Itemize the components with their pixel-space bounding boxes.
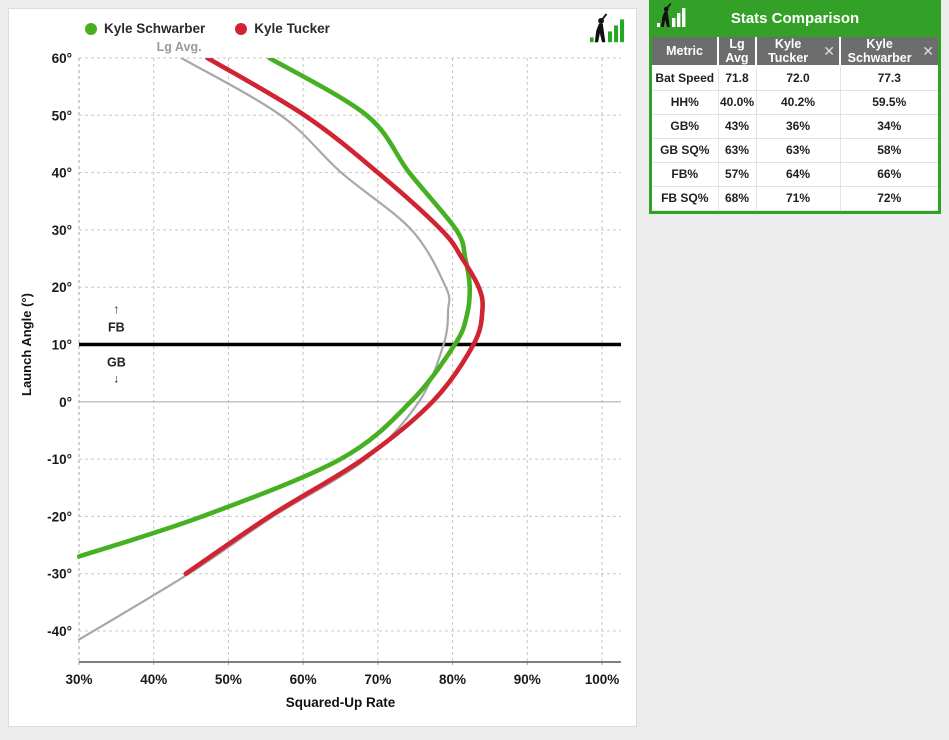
y-tick-label: 20° [52, 280, 72, 295]
metric-value-cell: 57% [717, 161, 757, 187]
y-axis-title: Launch Angle (°) [19, 293, 34, 396]
metric-value-cell: 72% [839, 185, 938, 211]
metric-value-cell: 63% [717, 137, 757, 163]
legend-item-kyle-schwarber[interactable]: Kyle Schwarber [85, 21, 205, 36]
chart-legend: Kyle Schwarber Kyle Tucker [85, 21, 330, 36]
metric-value-cell: 63% [755, 137, 841, 163]
x-tick-label: 50% [215, 672, 242, 687]
annotation-: ↑ [113, 302, 119, 316]
metric-name-cell: FB SQ% [652, 185, 719, 211]
metric-value-cell: 40.2% [755, 89, 841, 115]
metric-name-cell: GB SQ% [652, 137, 719, 163]
x-tick-label: 60% [290, 672, 317, 687]
y-tick-label: 0° [59, 395, 72, 410]
column-header-label: Kyle Schwarber [847, 37, 912, 65]
launch-angle-chart: 30% 40% 50% 60% 70% 80% 90% 100% 60° 50° 40° 30° 20°… [19, 40, 621, 710]
y-tick-label: -40° [47, 624, 72, 639]
metric-name-cell: FB% [652, 161, 719, 187]
column-header-label: Kyle Tucker [768, 37, 809, 65]
y-tick-label: -10° [47, 452, 72, 467]
metric-value-cell: 34% [839, 113, 938, 139]
remove-player-close-icon[interactable]: ✕ [823, 43, 835, 59]
stats-panel-header: Stats Comparison [652, 0, 938, 37]
stats-table: Metric Lg Avg Kyle Tucker ✕ Kyle Schwarber ✕ … [652, 37, 938, 211]
legend-dot-icon [85, 22, 97, 35]
y-tick-label: -20° [47, 509, 72, 524]
metric-value-cell: 66% [839, 161, 938, 187]
x-tick-label: 40% [140, 672, 167, 687]
legend-item-kyle-tucker[interactable]: Kyle Tucker [235, 21, 330, 36]
series-line-kyle-schwarber[interactable] [77, 58, 473, 559]
x-tick-label: 80% [439, 672, 466, 687]
metric-value-cell: 43% [717, 113, 757, 139]
stats-row-fb-sq-: FB SQ% 68% 71% 72% [652, 185, 938, 211]
x-tick-label: 70% [364, 672, 391, 687]
y-tick-label: -30° [47, 567, 72, 582]
batter-with-bars-logo-icon [590, 13, 626, 50]
x-tick-label: 30% [65, 672, 92, 687]
x-tick-label: 90% [514, 672, 541, 687]
column-header-label: Metric [666, 44, 703, 58]
y-tick-label: 50° [52, 108, 72, 123]
metric-value-cell: 72.0 [755, 65, 841, 91]
remove-player-close-icon[interactable]: ✕ [922, 43, 934, 59]
metric-value-cell: 71% [755, 185, 841, 211]
metric-value-cell: 68% [717, 185, 757, 211]
stats-row-bat-speed: Bat Speed 71.8 72.0 77.3 [652, 65, 938, 91]
metric-name-cell: Bat Speed [652, 65, 719, 91]
annotation-gb: GB [107, 355, 126, 369]
x-tick-label: 100% [585, 672, 620, 687]
batter-with-bars-panel-icon [657, 2, 687, 34]
metric-value-cell: 77.3 [839, 65, 938, 91]
metric-name-cell: HH% [652, 89, 719, 115]
column-header-metric: Metric [652, 37, 718, 67]
stats-row-gb-: GB% 43% 36% 34% [652, 113, 938, 139]
y-tick-label: 40° [52, 166, 72, 181]
series-line-lg-avg-[interactable] [77, 58, 451, 641]
annotation-lgavg: Lg Avg. [157, 40, 202, 54]
metric-value-cell: 71.8 [717, 65, 757, 91]
stats-row-fb-: FB% 57% 64% 66% [652, 161, 938, 187]
stats-row-hh-: HH% 40.0% 40.2% 59.5% [652, 89, 938, 115]
metric-value-cell: 64% [755, 161, 841, 187]
annotation-: ↓ [113, 371, 119, 385]
metric-value-cell: 59.5% [839, 89, 938, 115]
x-axis-title: Squared-Up Rate [286, 695, 396, 710]
column-header-kyle-schwarber: Kyle Schwarber ✕ [839, 37, 938, 67]
y-tick-label: 60° [52, 51, 72, 66]
y-tick-label: 30° [52, 223, 72, 238]
stats-comparison-panel: Stats Comparison Metric Lg Avg Kyle Tucker… [649, 0, 941, 214]
legend-label: Kyle Tucker [254, 21, 330, 36]
metric-value-cell: 58% [839, 137, 938, 163]
stats-panel-title: Stats Comparison [730, 10, 860, 27]
metric-value-cell: 36% [755, 113, 841, 139]
metric-name-cell: GB% [652, 113, 719, 139]
column-header-kyle-tucker: Kyle Tucker ✕ [755, 37, 840, 67]
legend-dot-icon [235, 22, 248, 35]
column-header-lg-avg: Lg Avg [717, 37, 756, 67]
stats-row-gb-sq-: GB SQ% 63% 63% 58% [652, 137, 938, 163]
metric-value-cell: 40.0% [717, 89, 757, 115]
legend-label: Kyle Schwarber [104, 21, 206, 36]
annotation-fb: FB [108, 320, 125, 334]
column-header-label: Lg Avg [725, 37, 749, 65]
chart-card: Kyle Schwarber Kyle Tucker 30% 40% 50% 60% 70… [8, 8, 637, 727]
series-line-kyle-tucker[interactable] [183, 58, 485, 576]
y-tick-label: 10° [52, 338, 72, 353]
